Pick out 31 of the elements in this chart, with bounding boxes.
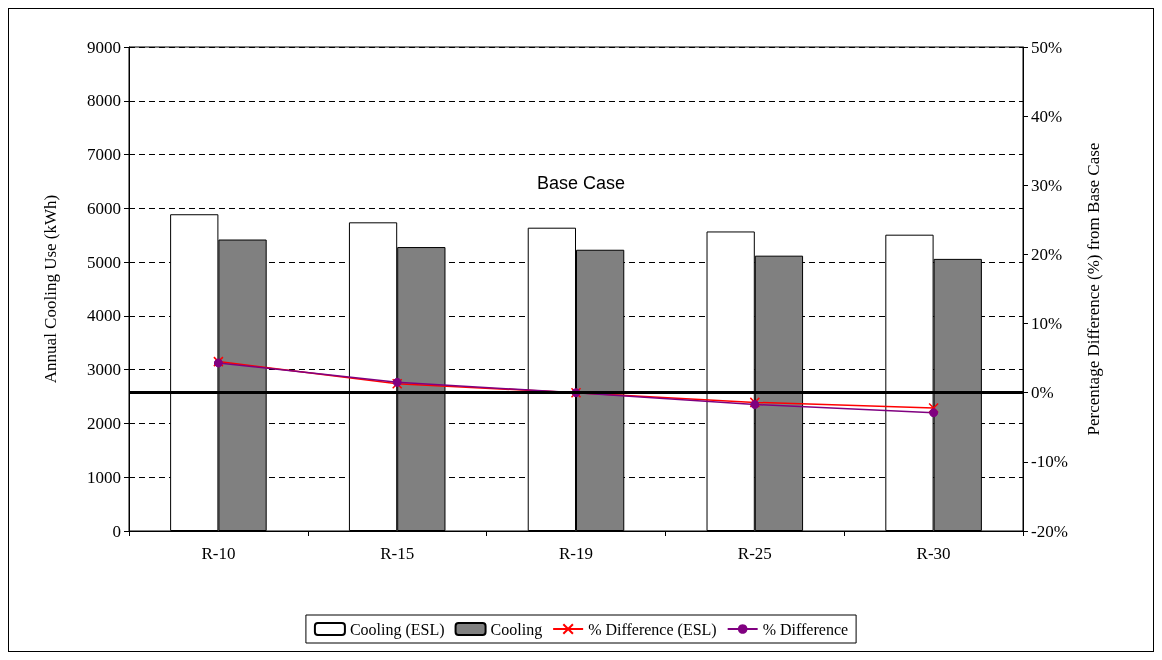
y2-axis-title: Percentage Difference (%) from Base Case — [1084, 142, 1103, 436]
y-tick-label: 1000 — [87, 467, 121, 487]
y2-tick-label: 40% — [1031, 106, 1063, 126]
x-tick-label: R-10 — [201, 544, 236, 563]
y2-tick-label: 10% — [1031, 314, 1063, 334]
point — [929, 408, 939, 418]
y-tick-label: 4000 — [87, 306, 121, 326]
y2-tick-label: -20% — [1031, 521, 1068, 541]
legend-label: Cooling — [490, 620, 543, 639]
legend-label: % Difference — [762, 620, 849, 638]
x-tick-label: R-25 — [737, 544, 772, 563]
y-tick-label: 0 — [112, 521, 121, 541]
y-tick-label: 5000 — [87, 252, 121, 272]
y-axis-title: Annual Cooling Use (kWh) — [41, 194, 60, 384]
y2-tick-label: 30% — [1031, 175, 1063, 195]
annotation: Base Case — [536, 173, 626, 193]
x-tick-label: R-19 — [559, 544, 593, 563]
y-tick-label: 6000 — [87, 198, 121, 218]
y-tick-label: 3000 — [87, 360, 121, 380]
y2-tick-label: -10% — [1031, 452, 1068, 472]
y2-tick-label: 0% — [1031, 383, 1054, 403]
y-tick-label: 7000 — [87, 145, 121, 165]
legend-label: % Difference (ESL) — [588, 620, 717, 639]
y2-tick-label: 20% — [1031, 244, 1063, 264]
legend-label: Cooling (ESL) — [349, 620, 445, 639]
y-tick-label: 2000 — [87, 413, 121, 433]
x-tick-label: R-30 — [916, 544, 951, 563]
y-tick-label: 9000 — [87, 37, 121, 57]
y-tick-label: 8000 — [87, 91, 121, 111]
x-tick-label: R-15 — [380, 544, 415, 563]
y2-tick-label: 50% — [1031, 37, 1063, 57]
